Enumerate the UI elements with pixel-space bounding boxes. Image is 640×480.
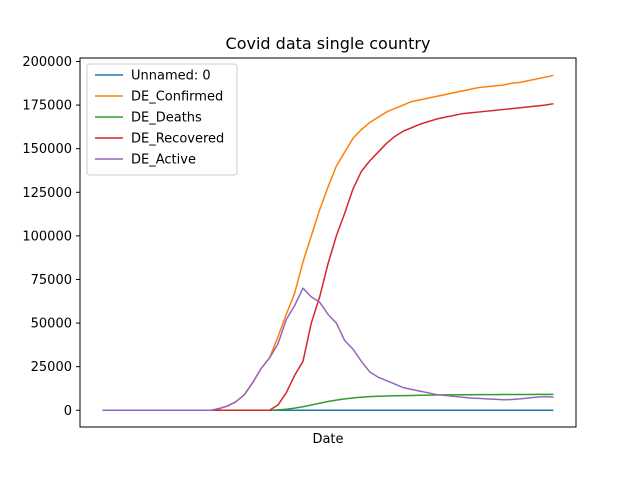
y-tick-label: 125000 bbox=[22, 186, 72, 201]
legend-label: DE_Confirmed bbox=[131, 90, 223, 105]
series-lines bbox=[102, 74, 554, 412]
x-axis-label: Date bbox=[312, 432, 343, 447]
plot-frame bbox=[79, 57, 577, 428]
y-tick-label: 150000 bbox=[22, 142, 72, 157]
legend-label: Unnamed: 0 bbox=[131, 69, 211, 84]
y-tick-label: 75000 bbox=[31, 273, 72, 288]
series-line-de-active bbox=[102, 287, 554, 412]
legend-label: DE_Active bbox=[131, 153, 196, 168]
y-tick-label: 175000 bbox=[22, 99, 72, 114]
y-tick-label: 100000 bbox=[22, 229, 72, 244]
y-tick-label: 200000 bbox=[22, 55, 72, 70]
y-axis: 0 25000 50000 75000 100000 125000 150000 175000… bbox=[22, 55, 80, 419]
legend-label: DE_Recovered bbox=[131, 132, 224, 147]
y-tick-label: 0 bbox=[64, 404, 72, 419]
y-tick-label: 50000 bbox=[31, 317, 72, 332]
legend-box bbox=[86, 63, 238, 176]
legend-label: DE_Deaths bbox=[131, 111, 202, 126]
y-tick-label: 25000 bbox=[31, 360, 72, 375]
chart-title: Covid data single country bbox=[226, 34, 431, 53]
legend: Unnamed: 0 DE_Confirmed DE_Deaths DE_Recove… bbox=[86, 63, 238, 176]
